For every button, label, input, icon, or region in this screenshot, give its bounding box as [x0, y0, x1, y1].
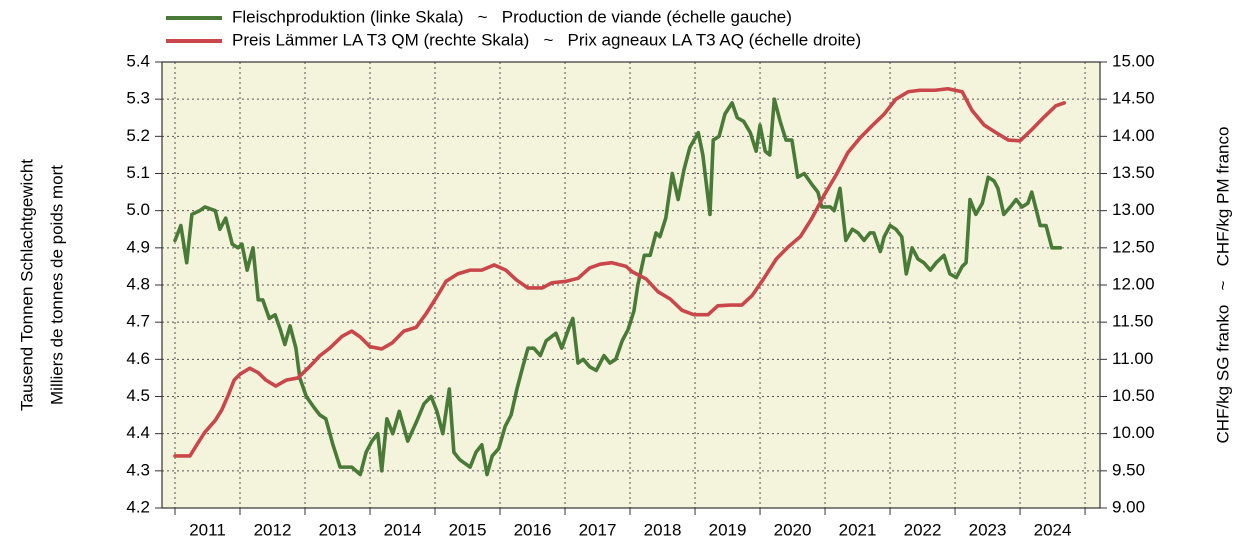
y2-tick-label: 9.50	[1112, 460, 1145, 479]
y-tick-label: 5.2	[126, 126, 150, 145]
y-tick-label: 5.3	[126, 89, 150, 108]
x-tick-label: 2013	[319, 520, 357, 539]
x-tick-label: 2015	[449, 520, 487, 539]
y2-tick-label: 14.50	[1112, 89, 1155, 108]
x-tick-label: 2012	[254, 520, 292, 539]
x-tick-label: 2022	[904, 520, 942, 539]
y-tick-label: 4.2	[126, 497, 150, 516]
y2-tick-label: 12.00	[1112, 274, 1155, 293]
data-line	[173, 86, 1067, 458]
x-tick-label: 2019	[709, 520, 747, 539]
y2-tick-label: 14.00	[1112, 126, 1155, 145]
y-tick-label: 4.7	[126, 312, 150, 331]
x-tick-label: 2021	[839, 520, 877, 539]
y2-tick-label: 12.50	[1112, 237, 1155, 256]
y-tick-label: 4.3	[126, 460, 150, 479]
y-tick-label: 5.1	[126, 163, 150, 182]
y-tick-label: 4.4	[126, 423, 150, 442]
axes: 2011 2012 2013 2014 2015 2016 2017 2018 2019 2020…	[126, 51, 1154, 539]
x-tick-label: 2020	[774, 520, 812, 539]
x-tick-label: 2017	[579, 520, 617, 539]
y2-tick-label: 11.00	[1112, 349, 1153, 368]
y-axis-label: Tausend Tonnen Schlachtgewicht	[17, 159, 36, 411]
y2-tick-label: 10.50	[1112, 386, 1155, 405]
x-tick-label: 2014	[384, 520, 422, 539]
y-axis-label: Milliers de tonnes de poids mort	[47, 165, 66, 405]
data-line	[173, 97, 1063, 477]
y2-tick-label: 15.00	[1112, 51, 1155, 70]
y-tick-label: 5.4	[126, 51, 150, 70]
y2-tick-label: 11.50	[1112, 312, 1153, 331]
y2-tick-label: 9.00	[1112, 497, 1145, 516]
y2-tick-label: 13.50	[1112, 163, 1155, 182]
x-tick-label: 2016	[514, 520, 552, 539]
y-tick-label: 4.5	[126, 386, 150, 405]
y2-axis-label: CHF/kg SG franko ~ CHF/kg PM franco	[1213, 127, 1232, 444]
x-tick-label: 2011	[189, 520, 226, 539]
y-tick-label: 4.8	[126, 274, 150, 293]
y-tick-label: 5.0	[126, 200, 150, 219]
x-tick-label: 2018	[644, 520, 682, 539]
y-tick-label: 4.6	[126, 349, 150, 368]
x-tick-label: 2023	[969, 520, 1007, 539]
y2-tick-label: 13.00	[1112, 200, 1155, 219]
legend-label: Preis Lämmer LA T3 QM (rechte Skala) ~ P…	[232, 30, 861, 49]
legend-label: Fleischproduktion (linke Skala) ~ Produc…	[232, 7, 792, 26]
y-tick-label: 4.9	[126, 237, 150, 256]
lines	[173, 86, 1067, 477]
y2-tick-label: 10.00	[1112, 423, 1155, 442]
x-tick-label: 2024	[1034, 520, 1072, 539]
